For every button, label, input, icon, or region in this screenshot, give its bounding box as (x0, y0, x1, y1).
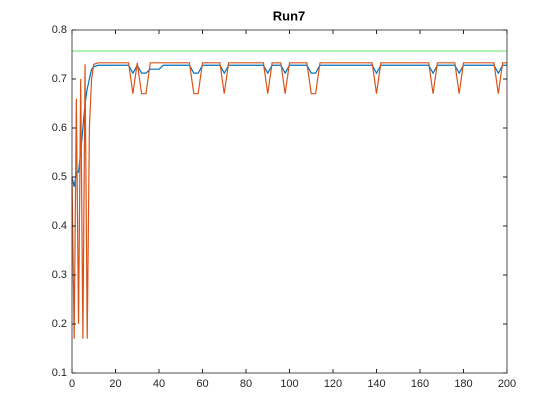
y-tick-label: 0.2 (52, 318, 67, 330)
series-line (71, 62, 507, 339)
x-tick-label: 200 (498, 378, 516, 390)
x-tick-label: 160 (411, 378, 429, 390)
y-tick-label: 0.7 (52, 73, 67, 85)
x-tick-label: 120 (324, 378, 342, 390)
x-tick-label: 100 (280, 378, 298, 390)
y-tick-label: 0.3 (52, 269, 67, 281)
x-tick-label: 180 (454, 378, 472, 390)
y-tick-label: 0.8 (52, 24, 67, 36)
y-tick-label: 0.1 (52, 367, 67, 379)
x-tick-label: 80 (240, 378, 252, 390)
chart-title: Run7 (273, 8, 306, 23)
x-tick-label: 20 (109, 378, 121, 390)
x-tick-label: 40 (153, 378, 165, 390)
y-tick-label: 0.6 (52, 122, 67, 134)
x-tick-label: 140 (367, 378, 385, 390)
x-tick-label: 60 (196, 378, 208, 390)
y-tick-label: 0.4 (52, 220, 67, 232)
x-tick-label: 0 (69, 378, 75, 390)
y-tick-label: 0.5 (52, 171, 67, 183)
series-line (71, 64, 507, 187)
plot-area (72, 30, 507, 373)
